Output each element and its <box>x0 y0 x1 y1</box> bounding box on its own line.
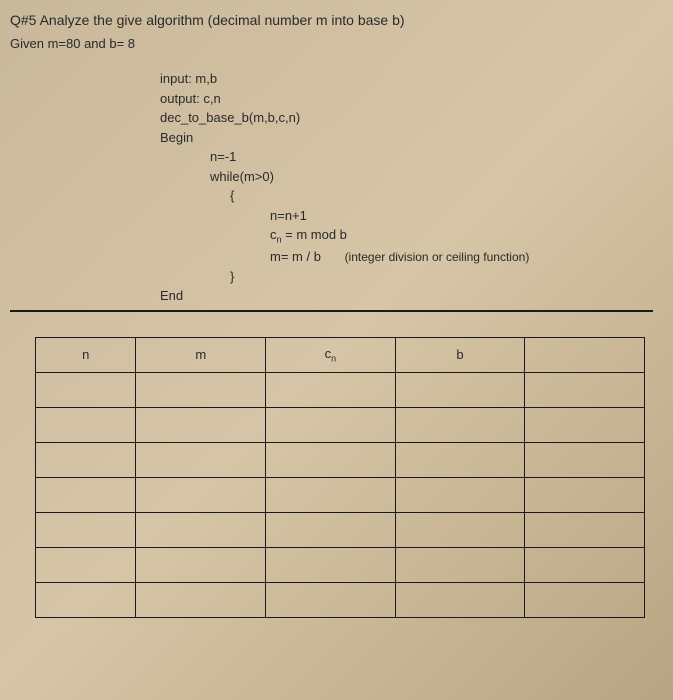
algo-line-input: input: m,b <box>160 69 653 89</box>
table-cell <box>395 407 525 442</box>
algo-line-open-brace: { <box>230 186 653 206</box>
table-cell <box>36 512 136 547</box>
table-cell <box>36 372 136 407</box>
table-cell <box>266 582 396 617</box>
table-cell <box>136 442 266 477</box>
trace-table: n m cn b <box>35 337 645 618</box>
table-cell <box>266 477 396 512</box>
table-cell <box>36 582 136 617</box>
algo-line-while: while(m>0) <box>210 167 653 187</box>
table-cell <box>395 477 525 512</box>
algo-line-output: output: c,n <box>160 89 653 109</box>
algo-cn-eq: = m mod b <box>282 227 347 242</box>
table-cell <box>36 477 136 512</box>
table-row <box>36 477 645 512</box>
table-cell <box>266 407 396 442</box>
table-cell <box>136 547 266 582</box>
table-row <box>36 442 645 477</box>
header-extra <box>525 337 645 372</box>
table-cell <box>395 372 525 407</box>
table-cell <box>395 547 525 582</box>
worksheet-page: Q#5 Analyze the give algorithm (decimal … <box>0 0 673 638</box>
table-cell <box>266 442 396 477</box>
algo-line-close-brace: } <box>230 267 653 287</box>
table-row <box>36 512 645 547</box>
table-row <box>36 372 645 407</box>
table-cell <box>525 477 645 512</box>
table-row <box>36 582 645 617</box>
table-row <box>36 407 645 442</box>
algo-line-div: m= m / b (integer division or ceiling fu… <box>270 247 653 267</box>
table-cell <box>136 477 266 512</box>
table-cell <box>266 372 396 407</box>
table-cell <box>136 582 266 617</box>
separator-line <box>10 310 653 312</box>
header-n: n <box>36 337 136 372</box>
table-header-row: n m cn b <box>36 337 645 372</box>
table-cell <box>36 407 136 442</box>
given-values: Given m=80 and b= 8 <box>10 36 653 51</box>
table-cell <box>136 372 266 407</box>
header-cn-sub: n <box>331 353 336 363</box>
table-row <box>36 547 645 582</box>
algo-line-begin: Begin <box>160 128 653 148</box>
table-cell <box>525 512 645 547</box>
table-cell <box>36 442 136 477</box>
header-m: m <box>136 337 266 372</box>
algorithm-block: input: m,b output: c,n dec_to_base_b(m,b… <box>160 69 653 306</box>
table-cell <box>36 547 136 582</box>
table-cell <box>266 512 396 547</box>
table-cell <box>525 582 645 617</box>
table-cell <box>525 407 645 442</box>
header-cn: cn <box>266 337 396 372</box>
algo-line-end: End <box>160 286 653 306</box>
table-cell <box>525 442 645 477</box>
table-cell <box>136 512 266 547</box>
table-cell <box>395 442 525 477</box>
table-cell <box>525 372 645 407</box>
question-title: Q#5 Analyze the give algorithm (decimal … <box>10 12 653 28</box>
table-cell <box>266 547 396 582</box>
algo-div-expr: m= m / b <box>270 249 321 264</box>
table-cell <box>395 582 525 617</box>
algo-line-mod: cn = m mod b <box>270 225 653 247</box>
algo-line-init: n=-1 <box>210 147 653 167</box>
table-cell <box>395 512 525 547</box>
algo-line-inc: n=n+1 <box>270 206 653 226</box>
table-cell <box>136 407 266 442</box>
table-cell <box>525 547 645 582</box>
header-b: b <box>395 337 525 372</box>
algo-line-func: dec_to_base_b(m,b,c,n) <box>160 108 653 128</box>
algo-div-note: (integer division or ceiling function) <box>345 250 530 264</box>
